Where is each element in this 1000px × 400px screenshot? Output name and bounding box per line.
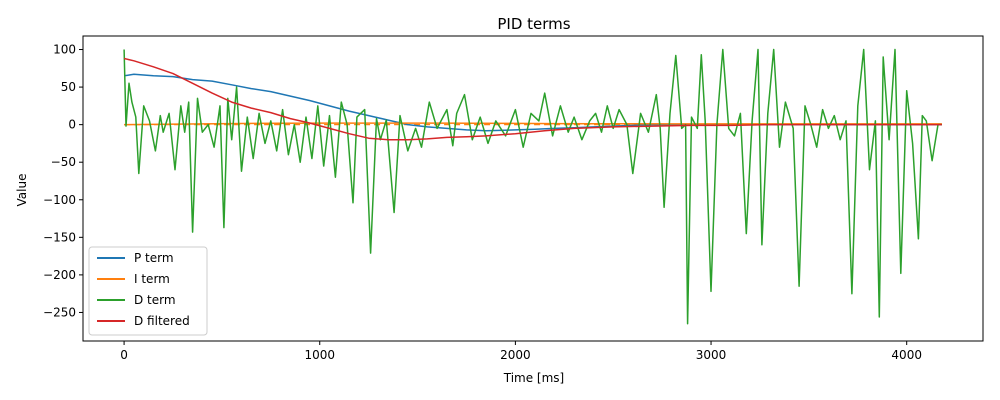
y-axis-label: Value [15,174,29,207]
y-tick-label: −150 [43,230,76,244]
y-tick-label: −50 [51,155,76,169]
plot-lines [123,48,942,325]
x-tick-label: 0 [120,348,128,362]
y-tick-label: 50 [61,80,76,94]
plot-frame [82,35,984,342]
y-tick-label: −250 [43,305,76,319]
y-tick-label: −100 [43,193,76,207]
x-tick-label: 3000 [696,348,727,362]
x-axis-label: Time [ms] [503,371,565,385]
legend-label: D filtered [134,314,190,328]
axis-ticks: 0 1000 2000 3000 4000 100 50 0 −50 −100 −150 −200 −2… [43,43,922,362]
y-tick-label: 100 [53,43,76,57]
x-tick-label: 1000 [304,348,335,362]
legend-label: I term [134,272,170,286]
series-line-d-filtered [123,57,942,141]
series-line-d-term [123,48,942,325]
legend-box [88,246,208,336]
legend-label: D term [134,293,176,307]
chart-title: PID terms [497,15,570,33]
x-tick-label: 2000 [500,348,531,362]
x-tick-label: 4000 [891,348,922,362]
legend: P term I term D term D filtered [88,246,208,336]
y-tick-label: −200 [43,268,76,282]
y-tick-label: 0 [68,118,76,132]
legend-label: P term [134,251,174,265]
